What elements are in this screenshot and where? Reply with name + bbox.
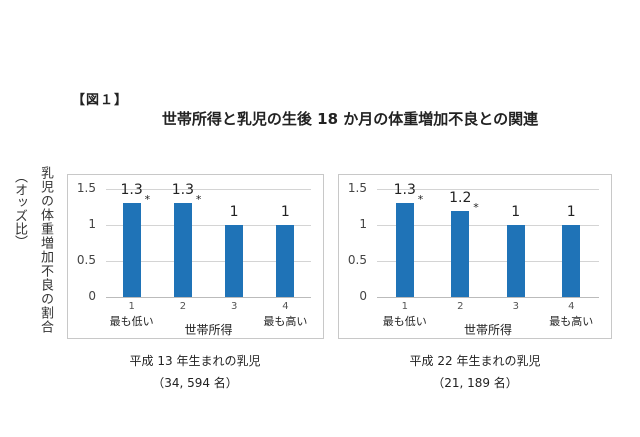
- x-axis-title: 世帯所得: [463, 323, 512, 337]
- y-tick-label: 0: [88, 289, 96, 303]
- bar: [562, 225, 581, 297]
- significance-marker: *: [195, 193, 202, 207]
- chart2-caption-title: 平成 22 年生まれの乳児: [409, 354, 541, 368]
- bar: [173, 203, 192, 297]
- chart1-caption-count: （34, 594 名）: [152, 376, 238, 390]
- bar: [276, 225, 295, 297]
- bar: [395, 203, 414, 297]
- figure-title: 世帯所得と乳児の生後 18 か月の体重増加不良との関連: [161, 110, 539, 128]
- x-tick-label: 2: [457, 301, 464, 312]
- significance-marker: *: [144, 193, 151, 207]
- chart-2001-births: 1.5 1 0.5 0 1.3 * 1 最も低い 1.3 * 2 1 3 1 4 最も高い 世帯所得: [67, 174, 324, 339]
- bar: [122, 203, 141, 297]
- gridline: [377, 225, 599, 226]
- bar: [225, 225, 244, 297]
- x-tick-label: 2: [179, 301, 187, 312]
- x-axis-title: 世帯所得: [184, 323, 233, 337]
- y-tick-label: 1.5: [347, 181, 367, 195]
- y-axis-unit-label: （オッズ比）: [12, 170, 27, 248]
- x-tick-label: 1: [128, 301, 135, 312]
- x-tick-sublabel: 最も低い: [382, 315, 427, 328]
- x-tick-sublabel: 最も高い: [263, 315, 308, 328]
- y-tick-label: 1: [359, 217, 367, 231]
- x-tick-label: 4: [282, 301, 289, 312]
- y-tick-label: 1: [88, 217, 96, 231]
- bar: [506, 225, 525, 297]
- gridline: [377, 297, 599, 298]
- value-label: 1.3: [120, 182, 143, 199]
- gridline: [106, 261, 311, 262]
- x-tick-label: 1: [401, 301, 408, 312]
- chart1-caption-title: 平成 13 年生まれの乳児: [129, 354, 261, 368]
- y-tick-label: 1.5: [76, 181, 96, 195]
- value-label: 1.3: [393, 182, 416, 199]
- value-label: 1: [280, 204, 290, 220]
- gridline: [377, 261, 599, 262]
- y-tick-label: 0.5: [347, 253, 367, 267]
- gridline: [377, 189, 599, 190]
- significance-marker: *: [473, 200, 479, 214]
- y-axis-label: 乳児の体重増加不良の割合: [38, 166, 53, 334]
- y-tick-label: 0.5: [76, 253, 96, 267]
- gridline: [106, 225, 311, 226]
- x-tick-label: 3: [512, 301, 519, 312]
- bar: [451, 210, 470, 297]
- value-label: 1.2: [449, 189, 472, 206]
- value-label: 1: [566, 204, 576, 220]
- figure-label: 【図１】: [72, 93, 129, 108]
- value-label: 1.3: [171, 182, 194, 199]
- x-tick-sublabel: 最も低い: [109, 315, 154, 328]
- value-label: 1: [511, 204, 521, 220]
- y-tick-label: 0: [359, 289, 367, 303]
- gridline: [106, 297, 311, 298]
- chart-2010-births: 1.5 1 0.5 0 1.3 * 1 最も低い 1.2 * 2 1 3 1 4 最も高い 世帯所得: [338, 174, 612, 339]
- x-tick-label: 4: [568, 301, 575, 312]
- chart2-caption-count: （21, 189 名）: [432, 376, 518, 390]
- x-tick-label: 3: [230, 301, 238, 312]
- value-label: 1: [229, 204, 239, 220]
- x-tick-sublabel: 最も高い: [549, 315, 594, 328]
- significance-marker: *: [417, 193, 424, 207]
- gridline: [106, 189, 311, 190]
